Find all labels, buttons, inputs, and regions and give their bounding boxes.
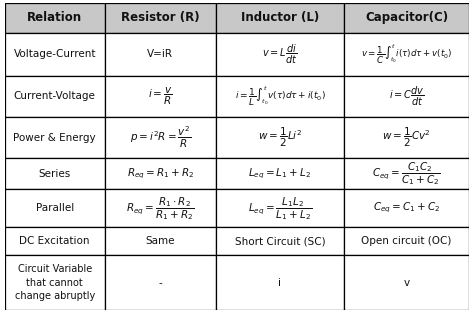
- Bar: [5, 189, 105, 227]
- Bar: [216, 158, 344, 189]
- Bar: [105, 227, 216, 255]
- Text: $L_{eq} = \dfrac{L_1L_2}{L_1+L_2}$: $L_{eq} = \dfrac{L_1L_2}{L_1+L_2}$: [248, 195, 312, 222]
- Text: $w = \dfrac{1}{2}Cv^2$: $w = \dfrac{1}{2}Cv^2$: [382, 126, 431, 149]
- Bar: [5, 227, 105, 255]
- Text: $v = L\dfrac{di}{dt}$: $v = L\dfrac{di}{dt}$: [262, 43, 298, 66]
- Bar: [344, 189, 469, 227]
- Text: Series: Series: [38, 169, 71, 179]
- Bar: [344, 3, 469, 33]
- Text: $R_{eq} = R_1 + R_2$: $R_{eq} = R_1 + R_2$: [127, 167, 194, 181]
- Text: v: v: [403, 278, 410, 288]
- Text: i: i: [278, 278, 282, 288]
- Bar: [105, 3, 216, 33]
- Text: DC Excitation: DC Excitation: [19, 236, 90, 246]
- Bar: [216, 117, 344, 158]
- Bar: [5, 76, 105, 117]
- Text: Voltage-Current: Voltage-Current: [13, 49, 96, 59]
- Text: $v = \dfrac{1}{C}\int_{t_0}^{t} i(\tau)d\tau + v(t_0)$: $v = \dfrac{1}{C}\int_{t_0}^{t} i(\tau)d…: [361, 43, 452, 66]
- Text: Capacitor(C): Capacitor(C): [365, 11, 448, 24]
- Text: Open circuit (OC): Open circuit (OC): [361, 236, 452, 246]
- Text: Short Circuit (SC): Short Circuit (SC): [235, 236, 325, 246]
- Text: $i = \dfrac{v}{R}$: $i = \dfrac{v}{R}$: [148, 86, 173, 107]
- Bar: [216, 255, 344, 310]
- Bar: [5, 33, 105, 76]
- Bar: [344, 158, 469, 189]
- Text: $p = i^2R = \dfrac{v^2}{R}$: $p = i^2R = \dfrac{v^2}{R}$: [130, 125, 191, 150]
- Text: $i = C\dfrac{dv}{dt}$: $i = C\dfrac{dv}{dt}$: [389, 85, 424, 108]
- Text: $C_{eq} = \dfrac{C_1C_2}{C_1+C_2}$: $C_{eq} = \dfrac{C_1C_2}{C_1+C_2}$: [373, 160, 441, 187]
- Text: $R_{eq} = \dfrac{R_1 \cdot R_2}{R_1+R_2}$: $R_{eq} = \dfrac{R_1 \cdot R_2}{R_1+R_2}…: [126, 195, 194, 222]
- Bar: [5, 3, 105, 33]
- Bar: [344, 76, 469, 117]
- Bar: [105, 117, 216, 158]
- Bar: [105, 33, 216, 76]
- Text: Parallel: Parallel: [36, 203, 74, 213]
- Text: $w = \dfrac{1}{2}Li^2$: $w = \dfrac{1}{2}Li^2$: [258, 126, 302, 149]
- Text: -: -: [158, 278, 162, 288]
- Bar: [105, 158, 216, 189]
- Text: Current-Voltage: Current-Voltage: [14, 91, 96, 101]
- Bar: [216, 76, 344, 117]
- Text: Inductor (L): Inductor (L): [241, 11, 319, 24]
- Bar: [344, 255, 469, 310]
- Bar: [216, 189, 344, 227]
- Text: $i = \dfrac{1}{L}\int_{t_0}^{t} v(\tau)d\tau + i(t_0)$: $i = \dfrac{1}{L}\int_{t_0}^{t} v(\tau)d…: [235, 85, 325, 108]
- Bar: [216, 33, 344, 76]
- Bar: [344, 33, 469, 76]
- Text: $C_{eq} = C_1 + C_2$: $C_{eq} = C_1 + C_2$: [373, 201, 440, 215]
- Bar: [105, 255, 216, 310]
- Text: Circuit Variable
that cannot
change abruptly: Circuit Variable that cannot change abru…: [15, 264, 95, 301]
- Bar: [105, 189, 216, 227]
- Bar: [344, 227, 469, 255]
- Bar: [5, 158, 105, 189]
- Text: Relation: Relation: [27, 11, 82, 24]
- Bar: [216, 227, 344, 255]
- Bar: [5, 255, 105, 310]
- Bar: [216, 3, 344, 33]
- Text: Resistor (R): Resistor (R): [121, 11, 200, 24]
- Text: Power & Energy: Power & Energy: [13, 132, 96, 142]
- Bar: [105, 76, 216, 117]
- Text: $L_{eq} = L_1 + L_2$: $L_{eq} = L_1 + L_2$: [248, 167, 311, 181]
- Bar: [344, 117, 469, 158]
- Text: V=iR: V=iR: [147, 49, 173, 59]
- Text: Same: Same: [146, 236, 175, 246]
- Bar: [5, 117, 105, 158]
